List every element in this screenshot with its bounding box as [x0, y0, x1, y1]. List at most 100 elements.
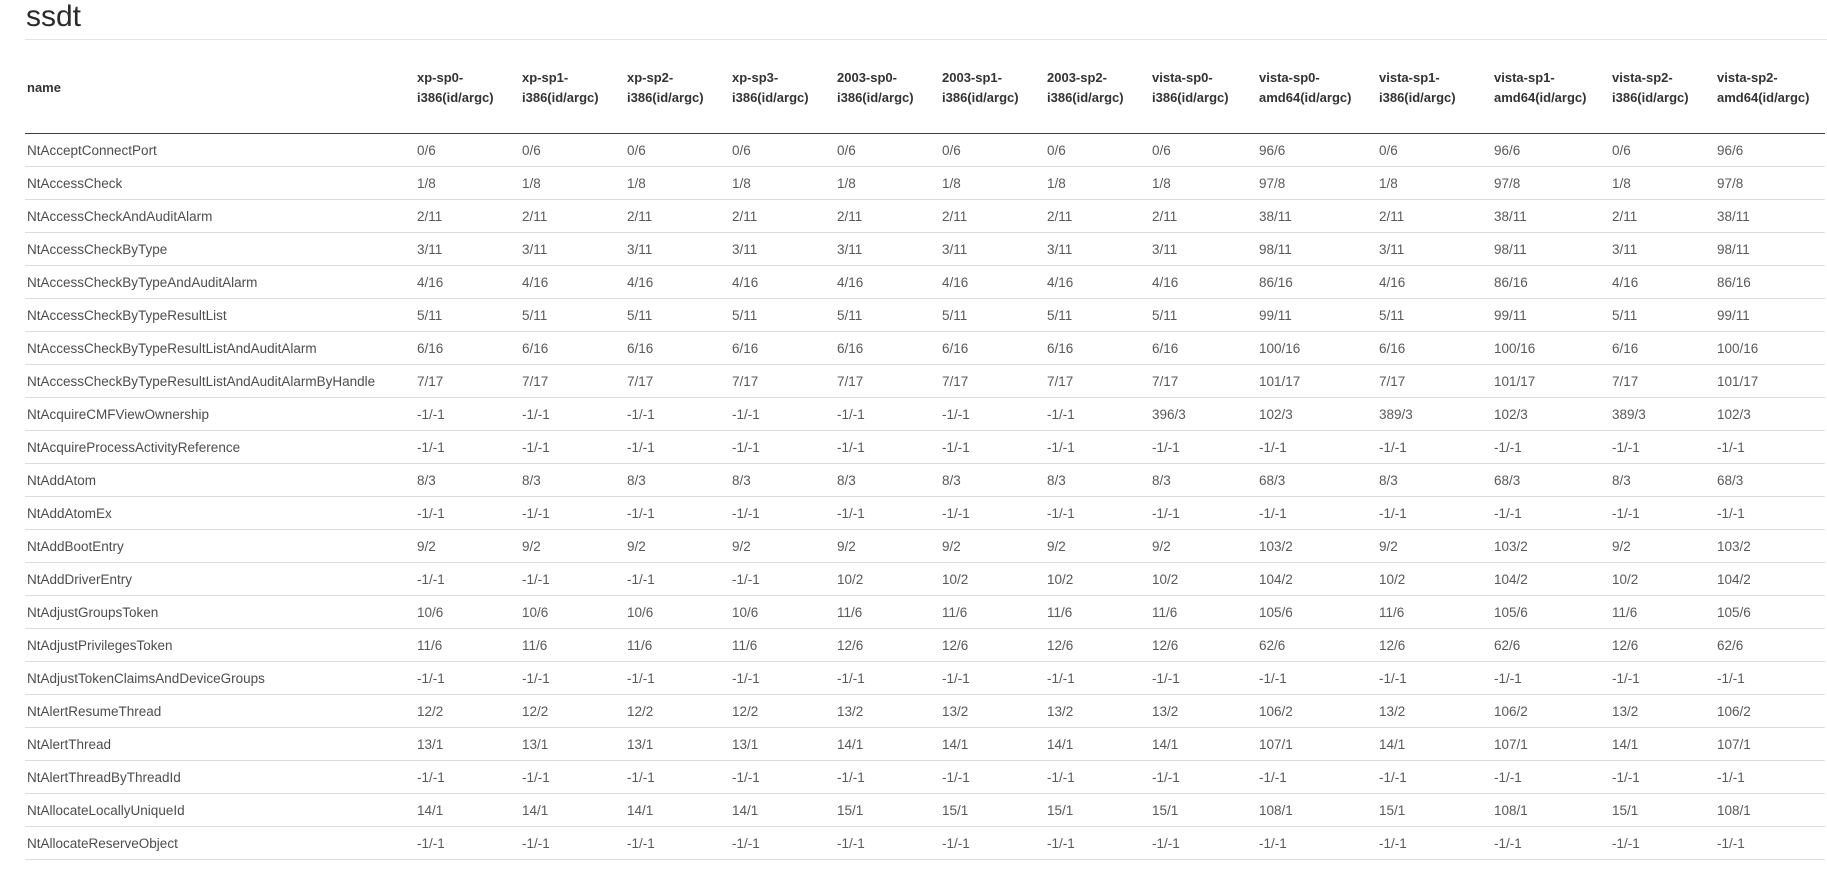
value-cell: 7/17 — [1610, 364, 1715, 398]
value-cell: -1/-1 — [625, 397, 730, 431]
table-row: NtAccessCheckByTypeResultListAndAuditAla… — [25, 364, 1825, 398]
table-row: NtAccessCheckAndAuditAlarm 2/11 2/11 2/11 2/… — [25, 199, 1825, 233]
value-cell: 104/2 — [1715, 562, 1825, 596]
value-cell: -1/-1 — [625, 496, 730, 530]
value-cell: 68/3 — [1257, 463, 1377, 497]
value-cell: 5/11 — [730, 298, 835, 332]
row-name-cell: NtAccessCheckByTypeResultList — [25, 298, 415, 332]
value-cell: 10/2 — [835, 562, 940, 596]
table-row: NtAdjustTokenClaimsAndDeviceGroups -1/-1-… — [25, 661, 1825, 695]
value-cell: -1/-1 — [1377, 430, 1492, 464]
value-cell: -1/-1 — [1257, 661, 1377, 695]
value-cell: 96/6 — [1492, 133, 1610, 167]
column-header-line1: xp-sp1- — [522, 70, 569, 86]
value-cell: -1/-1 — [1257, 496, 1377, 530]
value-cell: 108/1 — [1257, 793, 1377, 827]
value-cell: 86/16 — [1257, 265, 1377, 299]
value-cell: 2/11 — [730, 199, 835, 233]
value-cell: 14/1 — [1045, 727, 1150, 761]
table-row: NtAccessCheckByTypeResultList 5/11 5/11 5/1… — [25, 298, 1825, 332]
column-header-line1: xp-sp3- — [732, 70, 779, 86]
value-cell: -1/-1 — [1610, 661, 1715, 695]
value-cell: 0/6 — [415, 133, 520, 167]
column-header-vista-sp0-i386: vista-sp0- i386(id/argc) — [1150, 39, 1257, 134]
value-cell: -1/-1 — [520, 760, 625, 794]
value-cell: -1/-1 — [1610, 826, 1715, 860]
value-cell: 3/11 — [1377, 232, 1492, 266]
value-cell: 10/2 — [1150, 562, 1257, 596]
value-cell: 9/2 — [520, 529, 625, 563]
value-cell: -1/-1 — [940, 826, 1045, 860]
value-cell: 15/1 — [835, 793, 940, 827]
value-cell: 10/6 — [520, 595, 625, 629]
value-cell: 0/6 — [835, 133, 940, 167]
value-cell: 3/11 — [415, 232, 520, 266]
value-cell: 13/2 — [1610, 694, 1715, 728]
value-cell: 8/3 — [520, 463, 625, 497]
value-cell: -1/-1 — [520, 826, 625, 860]
row-name-cell: NtAccessCheckByTypeResultListAndAuditAla… — [25, 364, 415, 398]
value-cell: 8/3 — [1610, 463, 1715, 497]
row-name-cell: NtAccessCheckByType — [25, 232, 415, 266]
value-cell: 1/8 — [520, 166, 625, 200]
column-header-line2: amd64(id/argc) — [1494, 90, 1587, 106]
value-cell: 11/6 — [1045, 595, 1150, 629]
value-cell: 11/6 — [625, 628, 730, 662]
value-cell: 105/6 — [1715, 595, 1825, 629]
table-row: NtAccessCheckByTypeResultListAndAuditAla… — [25, 331, 1825, 365]
value-cell: 9/2 — [1045, 529, 1150, 563]
column-header-xp-sp3-i386: xp-sp3- i386(id/argc) — [730, 39, 835, 134]
column-header-line2: i386(id/argc) — [1152, 90, 1229, 106]
value-cell: 101/17 — [1257, 364, 1377, 398]
value-cell: 1/8 — [1377, 166, 1492, 200]
value-cell: -1/-1 — [730, 826, 835, 860]
value-cell: -1/-1 — [1492, 760, 1610, 794]
value-cell: -1/-1 — [940, 760, 1045, 794]
value-cell: 99/11 — [1492, 298, 1610, 332]
value-cell: -1/-1 — [940, 397, 1045, 431]
value-cell: 14/1 — [1150, 727, 1257, 761]
value-cell: -1/-1 — [1257, 430, 1377, 464]
value-cell: 98/11 — [1257, 232, 1377, 266]
value-cell: 11/6 — [835, 595, 940, 629]
value-cell: -1/-1 — [520, 397, 625, 431]
value-cell: 0/6 — [1150, 133, 1257, 167]
value-cell: -1/-1 — [625, 826, 730, 860]
value-cell: 7/17 — [625, 364, 730, 398]
value-cell: 62/6 — [1257, 628, 1377, 662]
value-cell: 107/1 — [1715, 727, 1825, 761]
value-cell: -1/-1 — [1045, 430, 1150, 464]
value-cell: -1/-1 — [1045, 496, 1150, 530]
value-cell: 15/1 — [1377, 793, 1492, 827]
value-cell: 13/2 — [1150, 694, 1257, 728]
value-cell: -1/-1 — [625, 661, 730, 695]
row-name-cell: NtAcceptConnectPort — [25, 133, 415, 167]
column-header-line2: i386(id/argc) — [942, 90, 1019, 106]
value-cell: 1/8 — [1610, 166, 1715, 200]
value-cell: 15/1 — [940, 793, 1045, 827]
value-cell: 7/17 — [1150, 364, 1257, 398]
value-cell: 14/1 — [940, 727, 1045, 761]
row-name-cell: NtAddDriverEntry — [25, 562, 415, 596]
value-cell: 2/11 — [940, 199, 1045, 233]
value-cell: 108/1 — [1715, 793, 1825, 827]
value-cell: 106/2 — [1715, 694, 1825, 728]
value-cell: -1/-1 — [1492, 430, 1610, 464]
column-header-line1: vista-sp1- — [1494, 70, 1555, 86]
value-cell: 11/6 — [1377, 595, 1492, 629]
value-cell: -1/-1 — [1715, 430, 1825, 464]
value-cell: 103/2 — [1715, 529, 1825, 563]
value-cell: -1/-1 — [1610, 760, 1715, 794]
value-cell: 62/6 — [1715, 628, 1825, 662]
row-name-cell: NtAlertThreadByThreadId — [25, 760, 415, 794]
table-row: NtAddBootEntry 9/2 9/2 9/2 9/2 9/2 9/2 9/2 9/2 10… — [25, 529, 1825, 563]
value-cell: 3/11 — [1045, 232, 1150, 266]
table-row: NtAccessCheckByType 3/11 3/11 3/11 3/11 3/11 3… — [25, 232, 1825, 266]
table-row: NtAccessCheckByTypeAndAuditAlarm 4/16 4/16… — [25, 265, 1825, 299]
ssdt-table: name xp-sp0- i386(id/argc) xp-sp1- i386(id/a… — [25, 39, 1825, 860]
value-cell: -1/-1 — [1045, 397, 1150, 431]
value-cell: 1/8 — [940, 166, 1045, 200]
value-cell: 4/16 — [835, 265, 940, 299]
value-cell: 8/3 — [835, 463, 940, 497]
column-header-2003-sp1-i386: 2003-sp1- i386(id/argc) — [940, 39, 1045, 134]
